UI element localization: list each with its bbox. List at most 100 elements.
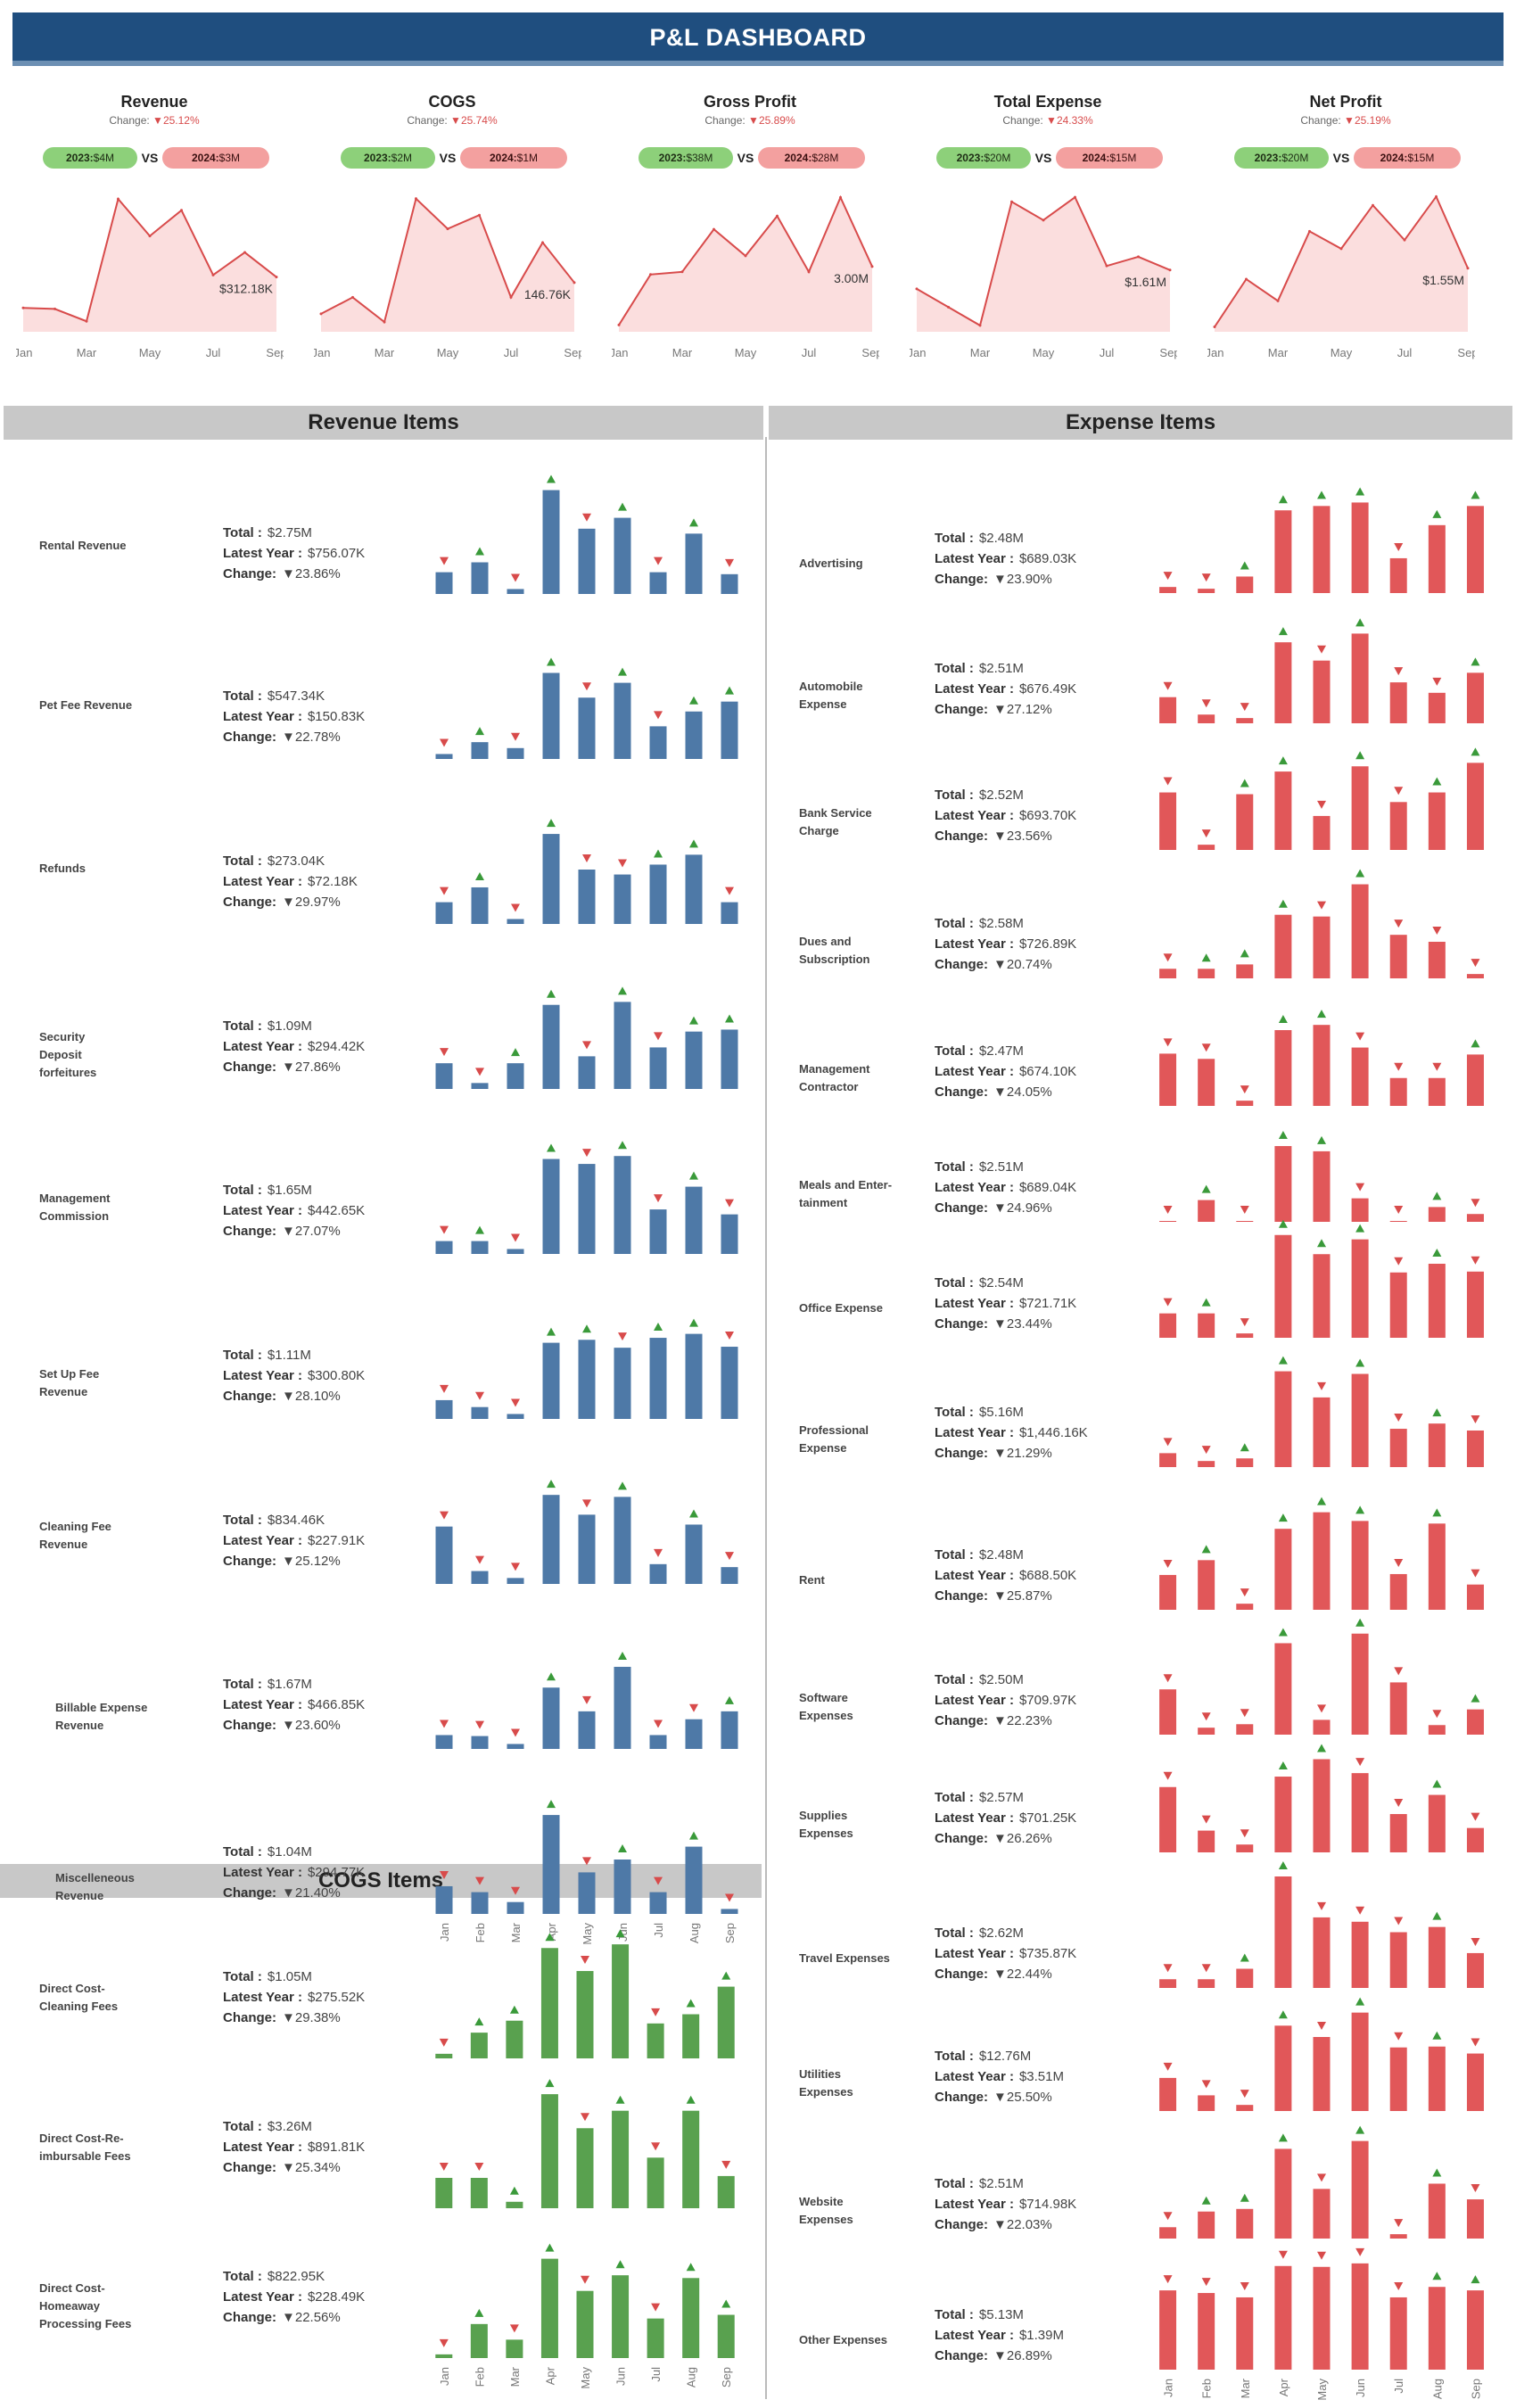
month-axis-tick: Aug [1430, 2379, 1444, 2399]
item-bar-chart: Jan Feb Mar Apr May Jun Jul Aug Sep [1159, 2247, 1484, 2401]
item-row: Dues and Subscription Total : $2.58M Latest… [767, 849, 1512, 1010]
stat-total: Total : $2.51M [935, 658, 1076, 679]
item-bar-chart [435, 986, 738, 1089]
item-stats: Total : $2.47M Latest Year : $674.10K Change… [935, 1041, 1076, 1102]
kpi-axis-tick: May [437, 346, 459, 359]
item-row: Automobile Expense Total : $2.51M Latest Ye… [767, 594, 1512, 755]
item-label: Security Deposit forfeitures [39, 1030, 97, 1079]
item-row: Direct Cost-Re- imbursable Fees Total : $3… [0, 2076, 763, 2237]
down-arrow-icon [1355, 1183, 1365, 1192]
item-stats: Total : $5.13M Latest Year : $1.39M Change: ▼… [935, 2305, 1064, 2366]
bar-may [1313, 1719, 1331, 1735]
down-arrow-icon [654, 1032, 663, 1041]
bar-jul [1389, 802, 1407, 850]
kpi-axis-tick: May [139, 346, 161, 359]
stat-change-label: Change: [935, 702, 988, 717]
stat-change-value: ▼27.07% [282, 1224, 341, 1239]
bar-may [1313, 815, 1331, 850]
stat-latest: Latest Year : $3.51M [935, 2066, 1064, 2087]
down-arrow-icon [582, 1857, 591, 1866]
bar-may [1313, 1150, 1331, 1222]
stat-change-value: ▼23.56% [993, 829, 1052, 844]
kpi-point [744, 254, 747, 258]
kpi-card: Revenue Change: ▼25.12% 2023:$4M VS 2024:$3M… [16, 86, 292, 364]
kpi-2023-pill: 2023:$38M [639, 147, 733, 169]
bar-jun [614, 1348, 631, 1419]
down-arrow-icon [440, 1870, 449, 1879]
up-arrow-icon [1355, 869, 1365, 878]
bar-apr [1274, 771, 1292, 850]
item-bar-chart [1159, 1356, 1484, 1467]
kpi-card: Net Profit Change: ▼25.19% 2023:$20M VS 2024… [1207, 86, 1484, 364]
stat-latest: Latest Year : $714.98K [935, 2194, 1076, 2214]
item-bar-chart: Jan Feb Mar Apr May Jun Jul Aug Sep [435, 1800, 738, 1945]
kpi-change-value: 24.33% [1056, 114, 1093, 127]
bar-jan [435, 2177, 453, 2208]
kpi-point [1137, 255, 1140, 259]
stat-change-label: Change: [935, 1831, 988, 1846]
item-stats: Total : $834.46K Latest Year : $227.91K Chan… [223, 1510, 365, 1571]
kpi-change: Change: ▼25.19% [1207, 114, 1484, 127]
stat-change: Change: ▼26.26% [935, 1828, 1076, 1849]
stat-latest: Latest Year : $891.81K [223, 2137, 365, 2157]
down-arrow-icon [582, 1499, 591, 1508]
bar-jul [1389, 1682, 1407, 1735]
bar-may [578, 1340, 596, 1419]
bar-mar [506, 2201, 523, 2208]
up-arrow-icon [545, 1933, 555, 1942]
stat-total: Total : $1.67M [223, 1674, 365, 1695]
stat-latest: Latest Year : $709.97K [935, 1690, 1076, 1711]
stat-latest: Latest Year : $72.18K [223, 871, 358, 892]
bar-feb [470, 2033, 488, 2058]
down-arrow-icon [1317, 2173, 1326, 2182]
kpi-axis-tick: Jul [802, 346, 817, 359]
down-arrow-icon [651, 2303, 661, 2312]
stat-total: Total : $2.57M [935, 1787, 1076, 1808]
stat-change: Change: ▼22.44% [935, 1964, 1076, 1984]
revenue-items-header: Revenue Items [4, 406, 763, 440]
item-label: Supplies Expenses [799, 1809, 853, 1840]
down-arrow-icon [475, 1720, 484, 1729]
item-label: Rent [799, 1573, 825, 1587]
bar-sep [721, 1029, 738, 1089]
item-label: Office Expense [799, 1301, 883, 1315]
up-arrow-icon [686, 1999, 696, 2008]
item-stats: Total : $1.11M Latest Year : $300.80K Change… [223, 1345, 365, 1406]
up-arrow-icon [1278, 1015, 1288, 1024]
stat-latest-label: Latest Year : [935, 1946, 1014, 1961]
stat-total-value: $2.50M [978, 1672, 1024, 1687]
item-row: Website Expenses Total : $2.51M Latest Year… [767, 2109, 1512, 2270]
stat-latest: Latest Year : $1,446.16K [935, 1423, 1088, 1443]
down-arrow-icon [582, 682, 591, 691]
down-arrow-icon [1240, 1588, 1249, 1597]
down-arrow-icon [474, 2162, 484, 2171]
stat-change: Change: ▼21.29% [935, 1443, 1088, 1464]
down-arrow-icon: ▼ [1046, 114, 1057, 127]
bar-sep [1466, 1430, 1484, 1467]
stat-latest-label: Latest Year : [223, 1990, 302, 2005]
stat-total: Total : $834.46K [223, 1510, 365, 1530]
bar-mar [1236, 1221, 1254, 1222]
down-arrow-icon [1201, 2278, 1211, 2287]
bar-jun [612, 2275, 630, 2358]
stat-latest: Latest Year : $227.91K [223, 1530, 365, 1551]
kpi-last-value: $312.18K [219, 282, 274, 296]
bar-aug [685, 1186, 703, 1254]
bar-jan [1159, 1979, 1177, 1988]
stat-latest: Latest Year : $735.87K [935, 1943, 1076, 1964]
up-arrow-icon [474, 2308, 484, 2317]
stat-change-value: ▼21.40% [282, 1885, 341, 1901]
up-arrow-icon [1317, 491, 1326, 499]
stat-total-label: Total : [223, 1513, 262, 1528]
stat-change-label: Change: [935, 2348, 988, 2363]
bar-mar [1236, 1844, 1254, 1852]
item-row: Professional Expense Total : $5.16M Latest … [767, 1338, 1512, 1498]
down-arrow-icon [1278, 2250, 1288, 2259]
down-arrow-icon: ▼ [748, 114, 759, 127]
bar-feb [471, 1241, 489, 1254]
down-arrow-icon [1317, 1704, 1326, 1713]
bar-jan [1159, 2227, 1177, 2239]
stat-latest: Latest Year : $674.10K [935, 1061, 1076, 1082]
kpi-2023-value: $4M [93, 152, 115, 164]
down-arrow-icon [1394, 1414, 1404, 1423]
